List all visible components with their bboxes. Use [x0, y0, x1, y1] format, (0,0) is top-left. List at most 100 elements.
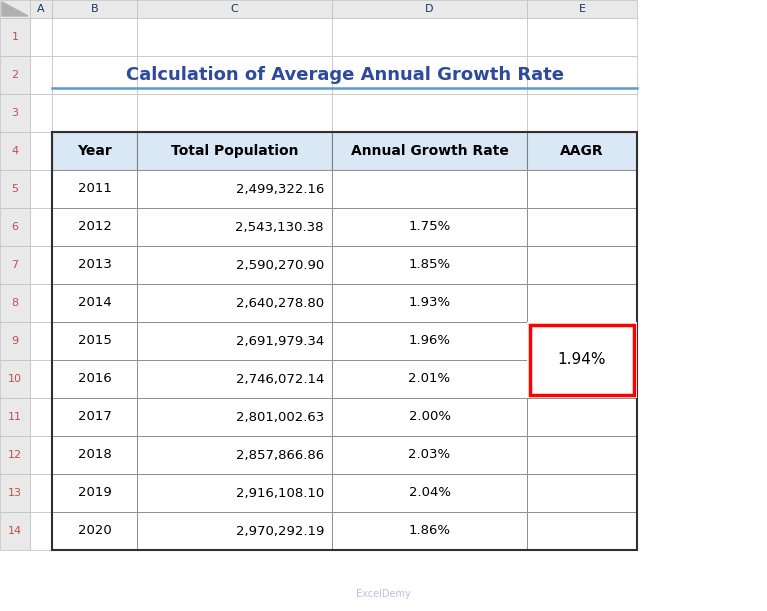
- Bar: [137, 284, 332, 322]
- Bar: [30, 512, 52, 550]
- Bar: [332, 208, 527, 246]
- Bar: [137, 322, 332, 360]
- Bar: [52, 132, 137, 170]
- Text: E: E: [578, 4, 585, 14]
- Text: 2.04%: 2.04%: [409, 486, 450, 500]
- Text: 1.75%: 1.75%: [408, 221, 451, 233]
- Bar: [52, 322, 137, 360]
- Text: 1.94%: 1.94%: [558, 353, 606, 367]
- Bar: [52, 132, 637, 550]
- Bar: [0, 18, 30, 56]
- Bar: [527, 94, 637, 132]
- Bar: [332, 512, 527, 550]
- Bar: [52, 436, 137, 474]
- Bar: [137, 360, 332, 398]
- Text: 2.00%: 2.00%: [409, 411, 450, 423]
- Bar: [332, 398, 527, 436]
- Bar: [530, 325, 634, 395]
- Bar: [52, 208, 137, 246]
- Bar: [137, 170, 332, 208]
- Bar: [332, 360, 527, 398]
- Bar: [0, 360, 30, 398]
- Text: 8: 8: [12, 298, 18, 308]
- Bar: [527, 360, 637, 398]
- Bar: [137, 360, 332, 398]
- Bar: [332, 246, 527, 284]
- Text: 9: 9: [12, 336, 18, 346]
- Bar: [527, 474, 637, 512]
- Bar: [52, 398, 137, 436]
- Bar: [0, 436, 30, 474]
- Bar: [137, 474, 332, 512]
- Bar: [52, 208, 137, 246]
- Bar: [52, 132, 137, 170]
- Bar: [527, 132, 637, 170]
- Text: 1.93%: 1.93%: [409, 296, 450, 310]
- Bar: [527, 284, 637, 322]
- Text: 2017: 2017: [77, 411, 111, 423]
- Bar: [52, 56, 137, 94]
- Bar: [527, 512, 637, 550]
- Bar: [527, 322, 637, 360]
- Bar: [527, 208, 637, 246]
- Bar: [332, 322, 527, 360]
- Bar: [332, 284, 527, 322]
- Bar: [0, 398, 30, 436]
- Bar: [30, 398, 52, 436]
- Bar: [0, 322, 30, 360]
- Bar: [332, 170, 527, 208]
- Bar: [52, 284, 137, 322]
- Bar: [137, 208, 332, 246]
- Text: 1.96%: 1.96%: [409, 334, 450, 348]
- Text: C: C: [231, 4, 239, 14]
- Bar: [52, 170, 137, 208]
- Text: 2.01%: 2.01%: [409, 373, 450, 386]
- Text: B: B: [91, 4, 98, 14]
- Bar: [30, 94, 52, 132]
- Bar: [30, 208, 52, 246]
- Bar: [30, 284, 52, 322]
- Bar: [52, 398, 137, 436]
- Bar: [52, 170, 137, 208]
- Bar: [527, 512, 637, 550]
- Bar: [527, 18, 637, 56]
- Bar: [332, 56, 527, 94]
- Bar: [52, 512, 137, 550]
- Bar: [527, 170, 637, 208]
- Bar: [137, 512, 332, 550]
- Bar: [137, 0, 332, 18]
- Bar: [30, 56, 52, 94]
- Bar: [52, 322, 137, 360]
- Bar: [332, 208, 527, 246]
- Text: 10: 10: [8, 374, 22, 384]
- Bar: [0, 170, 30, 208]
- Text: Year: Year: [77, 144, 112, 158]
- Bar: [0, 208, 30, 246]
- Bar: [52, 360, 137, 398]
- Bar: [137, 246, 332, 284]
- Text: 2019: 2019: [77, 486, 111, 500]
- Text: A: A: [37, 4, 44, 14]
- Text: Total Population: Total Population: [171, 144, 298, 158]
- Bar: [30, 0, 52, 18]
- Text: 2012: 2012: [77, 221, 111, 233]
- Text: 2,640,278.80: 2,640,278.80: [236, 296, 324, 310]
- Text: 2,499,322.16: 2,499,322.16: [235, 183, 324, 196]
- Bar: [30, 474, 52, 512]
- Text: 2016: 2016: [77, 373, 111, 386]
- Bar: [52, 0, 137, 18]
- Bar: [332, 436, 527, 474]
- Bar: [137, 56, 332, 94]
- Bar: [52, 284, 137, 322]
- Bar: [0, 474, 30, 512]
- Text: 1.85%: 1.85%: [409, 258, 450, 271]
- Polygon shape: [2, 2, 28, 16]
- Bar: [332, 132, 527, 170]
- Text: D: D: [425, 4, 434, 14]
- Bar: [52, 436, 137, 474]
- Bar: [332, 474, 527, 512]
- Bar: [0, 284, 30, 322]
- Bar: [527, 132, 637, 170]
- Bar: [137, 436, 332, 474]
- Bar: [527, 208, 637, 246]
